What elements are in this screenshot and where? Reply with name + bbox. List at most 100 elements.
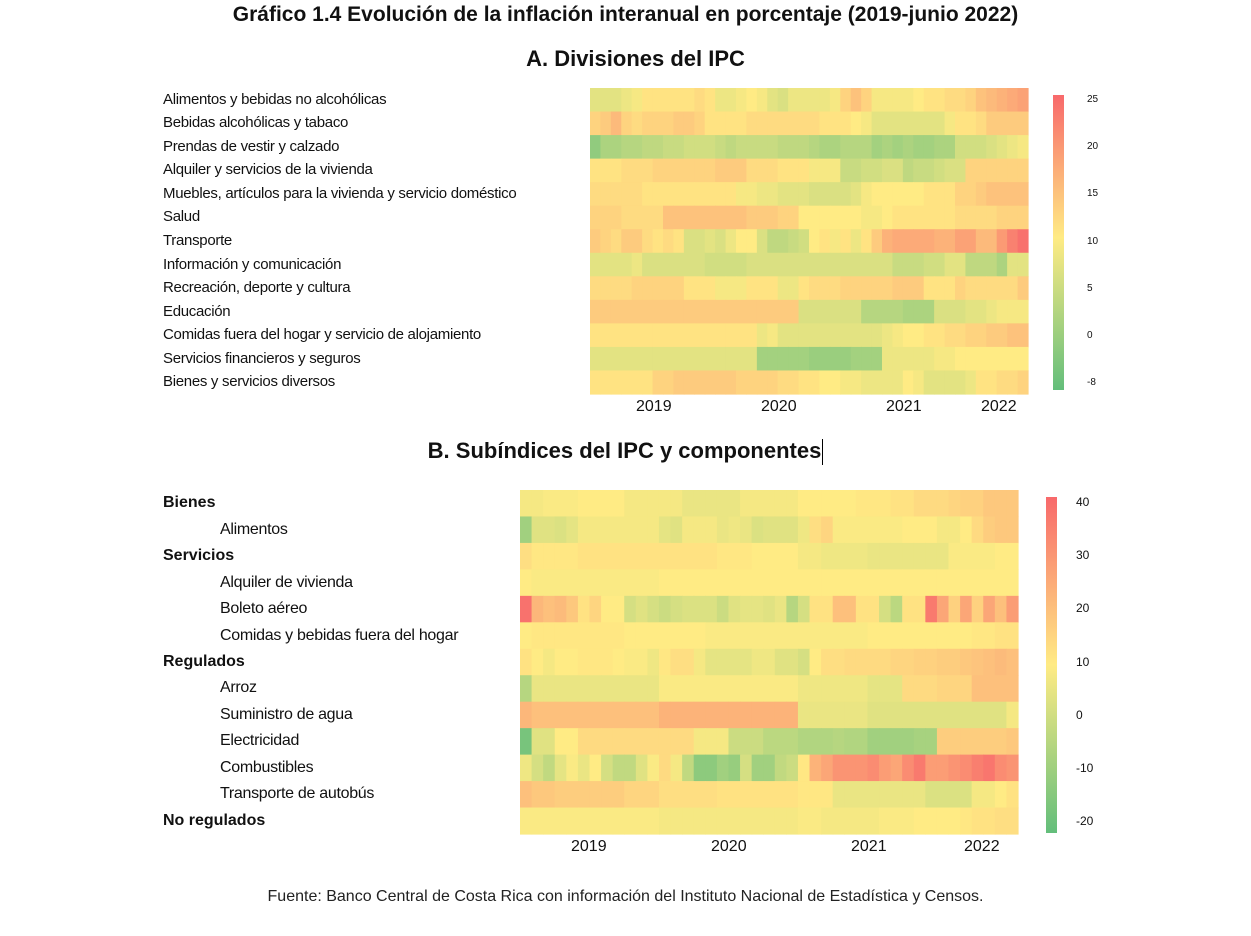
heatmap-cell [809,675,822,703]
heatmap-cell [892,88,904,113]
heatmap-cell [705,675,718,703]
heatmap-cell [642,111,654,136]
heatmap-cell [715,205,727,230]
heatmap-cell [601,807,614,835]
heatmap-cell [971,675,984,703]
heatmap-cell [601,516,614,544]
heatmap-cell [832,595,845,623]
heatmap-cell [902,276,914,301]
source-note: Fuente: Banco Central de Costa Rica con … [267,888,984,905]
x-tick-label: 2020 [761,398,797,415]
heatmap-cell [767,135,779,160]
heatmap-cell [715,299,727,324]
heatmap-cell [832,781,845,809]
heatmap-cell [1006,542,1019,570]
heatmap-cell [683,135,695,160]
heatmap-cell [994,781,1008,809]
heatmap-cell [694,205,706,230]
heatmap-cell [740,542,753,570]
heatmap-cell [1017,205,1029,230]
heatmap-cell [986,135,998,160]
heatmap-cell [871,111,883,136]
heatmap-cell [767,370,779,395]
heatmap-cell [635,516,648,544]
heatmap-cell [725,158,737,183]
heatmap-cell [798,229,810,254]
heatmap-cell [867,516,880,544]
heatmap-cell [635,781,648,809]
heatmap-cell [913,111,925,136]
heatmap-cell [819,135,831,160]
heatmap-cell [624,516,637,544]
heatmap-cell [829,323,841,348]
heatmap-cell [850,370,862,395]
heatmap-cell [658,648,672,676]
heatmap-cell [600,346,612,372]
heatmap-cell [589,490,602,518]
heatmap-cell [682,569,695,597]
heatmap-cell [647,569,660,597]
heatmap-cell [694,252,706,277]
heatmap-cell [948,728,961,756]
heatmap-cell [902,88,914,113]
heatmap-cell [786,542,799,570]
heatmap-cell [635,622,648,650]
heatmap-cell [1006,569,1019,597]
heatmap-cell [590,158,602,183]
heatmap-cell [716,622,730,650]
heatmap-cell [902,701,915,729]
heatmap-cell [1017,158,1029,183]
heatmap-cell [955,276,967,301]
heatmap-cell [855,807,869,835]
heatmap-cell [751,622,764,650]
heatmap-cell [740,595,753,623]
row-label: Muebles, artículos para la vivienda y se… [163,184,517,202]
heatmap-cell [740,754,753,782]
heatmap-cell [673,229,685,254]
heatmap-cell [1017,135,1029,160]
heatmap-cell [670,569,683,597]
heatmap-cell [658,728,672,756]
heatmap-cell [994,807,1008,835]
heatmap-cell [658,754,672,782]
heatmap-cell [821,754,834,782]
heatmap-cell [705,754,718,782]
heatmap-cell [798,370,810,395]
heatmap-cell [631,111,643,136]
heatmap-cell [809,205,821,230]
colorbar-tick-label: 0 [1076,707,1083,722]
heatmap-cell [647,516,660,544]
heatmap-cell [746,182,758,207]
heatmap-cell [925,675,938,703]
heatmap-cell [673,205,685,230]
heatmap-cell [652,370,664,395]
heatmap-cell [725,182,737,207]
heatmap-cell [913,542,926,570]
heatmap-cell [867,754,880,782]
heatmap-cell [840,88,852,113]
heatmap-cell [798,323,810,348]
heatmap-cell [960,675,973,703]
heatmap-cell [652,205,664,230]
heatmap-cell [934,182,946,207]
figure-title: Gráfico 1.4 Evolución de la inflación in… [232,3,1019,26]
heatmap-cell [983,490,996,518]
heatmap-cell [871,370,883,395]
heatmap-cell [844,542,857,570]
heatmap-cell [756,205,768,230]
heatmap-cell [1006,754,1019,782]
row-label: Transporte [163,232,232,249]
heatmap-cell [944,158,956,183]
heatmap-cell [925,701,938,729]
heatmap-cell [971,781,984,809]
heatmap-cell [746,229,758,254]
heatmap-cell [832,542,845,570]
heatmap-cell [809,490,822,518]
heatmap-cell [902,205,914,230]
heatmap-cell [829,229,841,254]
heatmap-cell [809,622,822,650]
heatmap-cell [531,542,544,570]
heatmap-cell [543,622,556,650]
heatmap-cell [767,205,779,230]
heatmap-cell [882,205,894,230]
